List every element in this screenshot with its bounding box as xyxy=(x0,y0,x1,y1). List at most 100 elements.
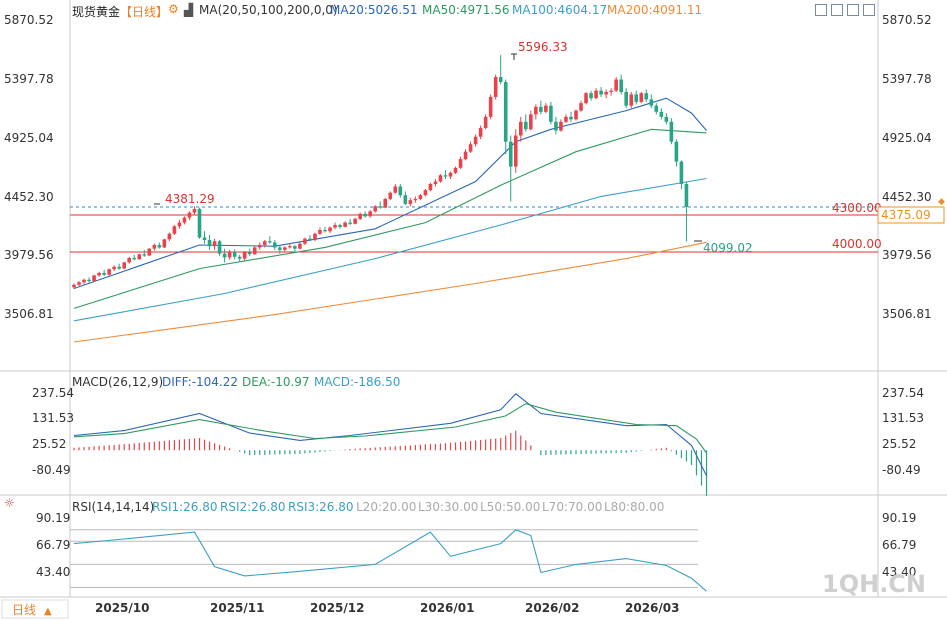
candle xyxy=(318,227,322,235)
period-selector-button[interactable] xyxy=(1,599,69,619)
candle xyxy=(408,197,413,207)
candle xyxy=(503,79,508,155)
candle xyxy=(433,179,438,187)
candle xyxy=(654,103,659,115)
candle xyxy=(579,100,583,112)
period-label[interactable]: 【日线】 xyxy=(120,5,169,19)
candle xyxy=(453,166,458,175)
candle xyxy=(232,249,237,260)
chevron-up-icon[interactable]: ▲ xyxy=(44,606,52,617)
price-tick-left: 3979.56 xyxy=(4,248,54,262)
candle xyxy=(283,246,287,253)
macd-tick-left: 131.53 xyxy=(32,411,74,425)
candle xyxy=(197,207,202,239)
candle xyxy=(227,249,232,260)
macd-tick-right: -80.49 xyxy=(882,463,921,477)
price-tick-right: 4452.30 xyxy=(882,190,932,204)
candle xyxy=(97,271,101,277)
candle xyxy=(242,251,247,261)
current-price-tag: 4375.09 xyxy=(881,208,931,222)
candle xyxy=(202,231,207,244)
macd-diff-value: DIFF:-104.22 xyxy=(162,375,238,389)
candle xyxy=(207,234,212,250)
macd-value: MACD:-186.50 xyxy=(314,375,400,389)
fit-icon[interactable] xyxy=(831,4,843,16)
macd-tick-right: 131.53 xyxy=(882,411,924,425)
macd-tick-left: 25.52 xyxy=(32,437,66,451)
rsi3-value: RSI3:26.80 xyxy=(288,500,354,514)
candle xyxy=(508,135,513,202)
candle xyxy=(87,277,91,283)
candle xyxy=(493,74,498,100)
candle xyxy=(614,77,618,92)
candle xyxy=(534,104,538,120)
candle xyxy=(172,225,177,235)
candle xyxy=(262,239,267,248)
candle xyxy=(82,278,86,285)
kline-icon: ▟ xyxy=(184,3,194,17)
price-marker-icon: ◆ xyxy=(938,197,945,207)
ma200-line xyxy=(73,241,707,343)
candle xyxy=(413,196,418,203)
candle xyxy=(378,201,383,209)
candle xyxy=(177,220,182,229)
zoom-out-icon[interactable] xyxy=(863,4,875,16)
candle xyxy=(358,212,362,221)
candle xyxy=(423,188,428,197)
candle xyxy=(448,171,453,180)
macd-tick-left: -80.49 xyxy=(32,463,71,477)
rsi1-line xyxy=(73,529,707,592)
candle xyxy=(679,160,684,189)
candle xyxy=(463,149,468,161)
candle xyxy=(589,90,593,101)
rsi-l50-label: L50:50.00 xyxy=(480,500,540,514)
candle xyxy=(298,242,302,250)
ma-indicator-label[interactable]: MA(20,50,100,200,0,0) xyxy=(199,3,338,17)
rsi-l20-label: L20:20.00 xyxy=(356,500,416,514)
crosshair-icon[interactable] xyxy=(815,4,827,16)
rsi-l70-label: L70:70.00 xyxy=(542,500,602,514)
candle xyxy=(398,184,403,198)
candle xyxy=(574,109,578,121)
candle xyxy=(278,244,282,254)
candle xyxy=(569,111,573,122)
candle xyxy=(609,88,613,96)
candle xyxy=(192,206,197,216)
ma100-value: MA100:4604.17 xyxy=(512,3,608,17)
candle xyxy=(338,223,342,229)
period-selector-label[interactable]: 日线 xyxy=(12,603,36,617)
candle xyxy=(524,114,528,132)
macd-dea-line xyxy=(73,403,707,454)
candle xyxy=(212,238,217,250)
candle xyxy=(102,269,106,277)
candle xyxy=(152,243,157,251)
candle xyxy=(247,248,252,257)
candle xyxy=(544,103,548,114)
candle xyxy=(222,248,227,263)
rsi-tick-right: 90.19 xyxy=(882,511,916,525)
macd-diff-line xyxy=(73,393,707,477)
candle xyxy=(157,242,162,249)
candle xyxy=(393,184,398,194)
candle xyxy=(267,236,272,244)
candle xyxy=(604,89,608,99)
candle xyxy=(518,116,523,142)
rsi-tick-left: 90.19 xyxy=(36,511,70,525)
candle xyxy=(554,116,558,135)
candle xyxy=(308,234,312,242)
candle xyxy=(328,226,332,234)
candle xyxy=(564,114,568,124)
ma100-line xyxy=(73,177,707,322)
candle xyxy=(629,91,634,109)
candle xyxy=(599,86,603,97)
candle xyxy=(77,281,81,286)
rsi-tick-right: 43.40 xyxy=(882,565,916,579)
candle xyxy=(559,119,563,132)
prior-high-label: 4381.29 xyxy=(165,192,215,206)
candle xyxy=(373,205,377,213)
settings-icon[interactable]: ⚙ xyxy=(168,2,179,16)
zoom-in-icon[interactable] xyxy=(847,4,859,16)
macd-tick-left: 237.54 xyxy=(32,386,74,400)
candle xyxy=(363,211,367,218)
